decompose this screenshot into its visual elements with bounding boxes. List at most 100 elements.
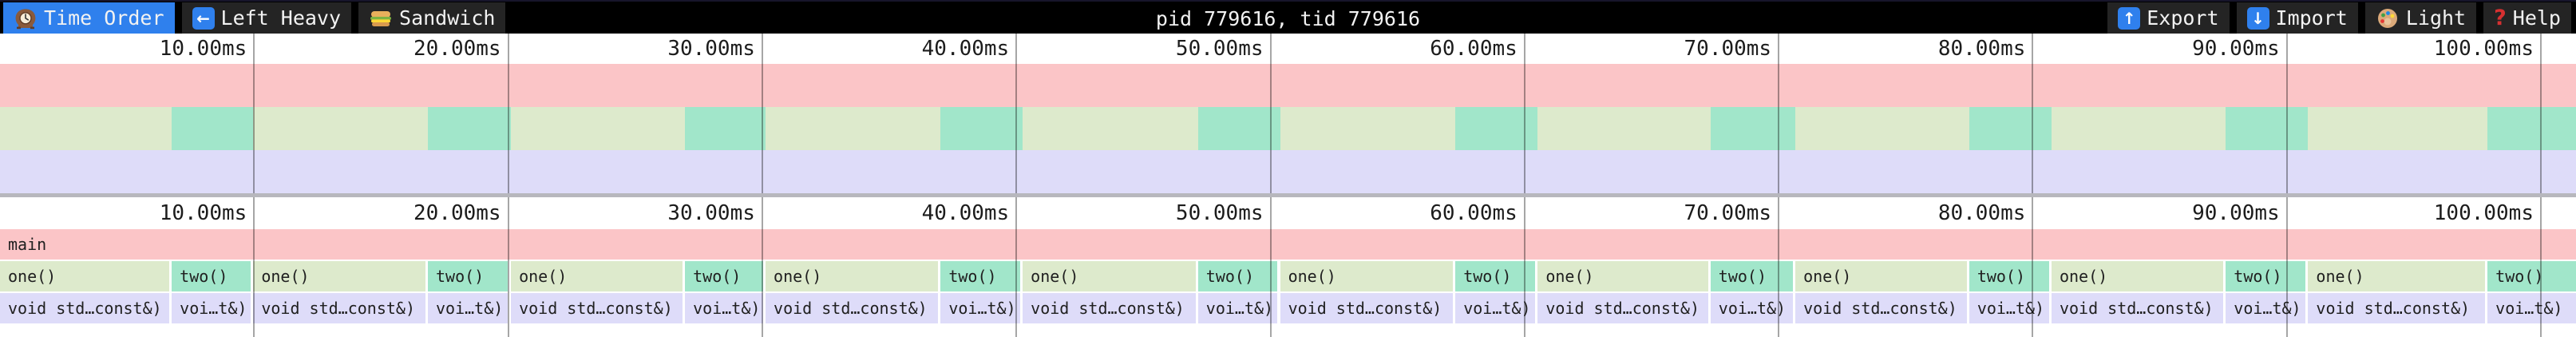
frame-one[interactable]: one() xyxy=(1280,261,1454,291)
frame-child-wide[interactable]: void std…const&) xyxy=(1537,293,1708,323)
gridline xyxy=(253,197,255,337)
frame-one[interactable]: one() xyxy=(511,261,683,291)
frame-child-wide[interactable]: void std…const&) xyxy=(2308,293,2485,323)
frame-child-narrow[interactable]: voi…t&) xyxy=(2226,293,2306,323)
minimap-band-two xyxy=(2487,107,2576,150)
toolbar: Time Order ← Left Heavy Sandwich pid 779… xyxy=(0,0,2576,34)
sandwich-icon xyxy=(370,10,392,26)
gridline xyxy=(2540,197,2542,337)
frame-child-narrow[interactable]: voi…t&) xyxy=(172,293,251,323)
tab-left-heavy[interactable]: ← Left Heavy xyxy=(181,2,352,34)
tab-time-order[interactable]: Time Order xyxy=(3,2,175,34)
tab-label: Time Order xyxy=(44,6,164,30)
tick-label: 30.00ms xyxy=(667,201,755,225)
tick-label: 80.00ms xyxy=(1937,37,2026,61)
tick-label: 10.00ms xyxy=(159,37,247,61)
frame-child-narrow[interactable]: voi…t&) xyxy=(1710,293,1794,323)
frame-child-wide[interactable]: void std…const&) xyxy=(253,293,425,323)
tab-label: Sandwich xyxy=(399,6,496,30)
frame-two[interactable]: two() xyxy=(685,261,763,291)
minimap-band-two xyxy=(1455,107,1538,150)
frame-child-wide[interactable]: void std…const&) xyxy=(1023,293,1196,323)
help-icon: ? xyxy=(2494,6,2507,30)
help-button[interactable]: ? Help xyxy=(2483,2,2571,34)
frame-two[interactable]: two() xyxy=(172,261,251,291)
frame-child-narrow[interactable]: voi…t&) xyxy=(940,293,1020,323)
import-icon: ↓ xyxy=(2246,6,2269,30)
frame-child-narrow[interactable]: voi…t&) xyxy=(428,293,508,323)
frame-child-wide[interactable]: void std…const&) xyxy=(2051,293,2224,323)
gridline xyxy=(2285,34,2288,193)
minimap-band-two xyxy=(1710,107,1796,150)
tick-label: 40.00ms xyxy=(921,201,1010,225)
button-label: Help xyxy=(2512,6,2561,30)
tick-label: 60.00ms xyxy=(1430,37,1518,61)
frame-child-narrow[interactable]: voi…t&) xyxy=(2487,293,2576,323)
tick-label: 70.00ms xyxy=(1684,201,1772,225)
button-label: Light xyxy=(2405,6,2467,30)
gridline xyxy=(761,34,763,193)
frame-one[interactable]: one() xyxy=(253,261,425,291)
gridline xyxy=(507,34,509,193)
frame-two[interactable]: two() xyxy=(1455,261,1536,291)
tab-sandwich[interactable]: Sandwich xyxy=(358,2,506,34)
gridline xyxy=(2540,34,2542,193)
frame-child-narrow[interactable]: voi…t&) xyxy=(1197,293,1278,323)
gridline xyxy=(507,197,509,337)
tick-label: 20.00ms xyxy=(414,37,501,61)
tick-label: 60.00ms xyxy=(1430,201,1518,225)
frame-two[interactable]: two() xyxy=(428,261,508,291)
frame-child-narrow[interactable]: voi…t&) xyxy=(1455,293,1536,323)
minimap-band-two xyxy=(2226,107,2309,150)
frame-child-narrow[interactable]: voi…t&) xyxy=(685,293,763,323)
palette-icon xyxy=(2377,8,2397,28)
frame-two[interactable]: two() xyxy=(940,261,1020,291)
clock-icon xyxy=(15,8,36,29)
import-button[interactable]: ↓ Import xyxy=(2236,2,2358,34)
frame-one[interactable]: one() xyxy=(766,261,939,291)
frame-child-wide[interactable]: void std…const&) xyxy=(766,293,939,323)
frame-two[interactable]: two() xyxy=(2487,261,2576,291)
tick-label: 100.00ms xyxy=(2433,37,2534,61)
frame-one[interactable]: one() xyxy=(0,261,169,291)
minimap-divider xyxy=(0,193,2576,197)
minimap-overview[interactable]: 10.00ms 20.00ms 30.00ms 40.00ms 50.00ms 60.00… xyxy=(0,34,2576,193)
frame-main[interactable]: main xyxy=(0,229,2576,260)
gridline xyxy=(253,34,255,193)
tick-label: 50.00ms xyxy=(1175,37,1264,61)
export-icon: ↑ xyxy=(2118,6,2141,30)
frame-child-wide[interactable]: void std…const&) xyxy=(511,293,683,323)
export-button[interactable]: ↑ Export xyxy=(2107,2,2230,34)
view-tabs: Time Order ← Left Heavy Sandwich xyxy=(3,2,506,34)
left-arrow-icon: ← xyxy=(192,6,215,30)
frame-one[interactable]: one() xyxy=(2308,261,2485,291)
frame-child-wide[interactable]: void std…const&) xyxy=(1280,293,1454,323)
gridline xyxy=(2032,34,2034,193)
tick-label: 30.00ms xyxy=(667,37,755,61)
gridline xyxy=(1523,197,1525,337)
gridline xyxy=(1015,34,1018,193)
frame-two[interactable]: two() xyxy=(1197,261,1278,291)
tick-label: 70.00ms xyxy=(1684,37,1772,61)
theme-toggle-button[interactable]: Light xyxy=(2364,2,2477,34)
frame-one[interactable]: one() xyxy=(2051,261,2224,291)
frame-two[interactable]: two() xyxy=(1969,261,2049,291)
frame-two[interactable]: two() xyxy=(1710,261,1794,291)
frame-two[interactable]: two() xyxy=(2226,261,2306,291)
flamechart: main one() two() void std…const&) voi…t&) one… xyxy=(0,197,2576,337)
tick-label: 50.00ms xyxy=(1175,201,1264,225)
minimap-band-two xyxy=(1197,107,1280,150)
tick-label: 10.00ms xyxy=(159,201,247,225)
frame-child-narrow[interactable]: voi…t&) xyxy=(1969,293,2049,323)
frame-one[interactable]: one() xyxy=(1795,261,1967,291)
window-title: pid 779616, tid 779616 xyxy=(1155,7,1421,30)
frame-one[interactable]: one() xyxy=(1023,261,1196,291)
frame-child-wide[interactable]: void std…const&) xyxy=(0,293,169,323)
button-label: Import xyxy=(2275,6,2348,30)
frame-child-wide[interactable]: void std…const&) xyxy=(1795,293,1967,323)
minimap-band-main xyxy=(0,64,2576,107)
gridline xyxy=(1015,197,1018,337)
minimap-band-two xyxy=(428,107,512,150)
minimap-band-two xyxy=(172,107,254,150)
frame-one[interactable]: one() xyxy=(1537,261,1708,291)
